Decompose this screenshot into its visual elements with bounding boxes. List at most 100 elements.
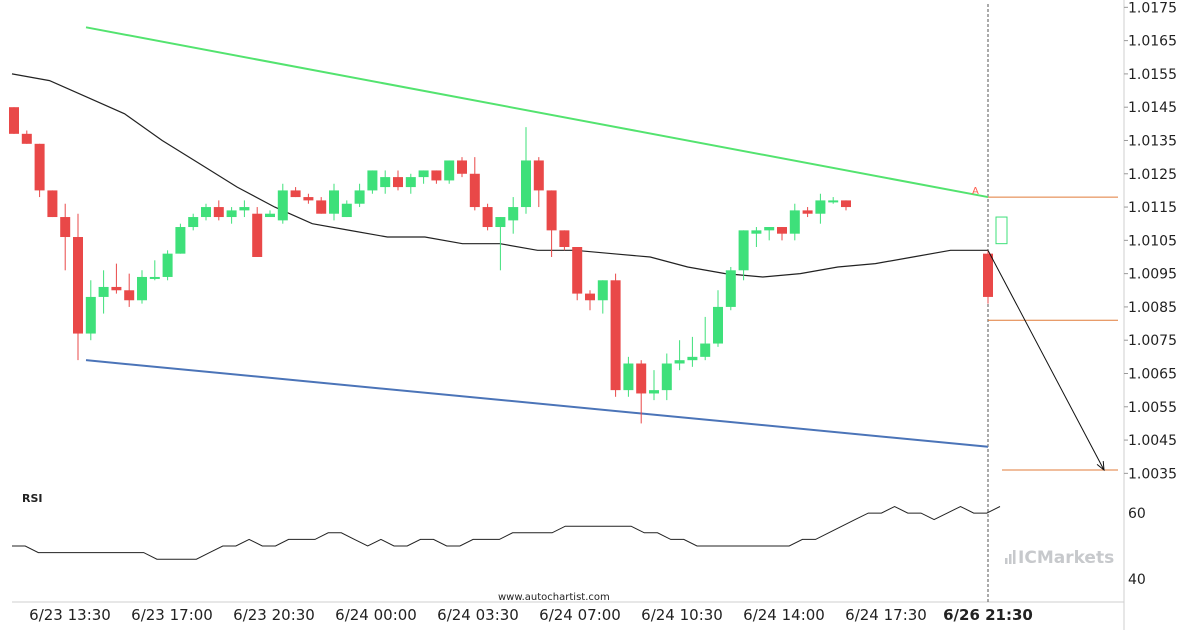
- candle-12: [162, 253, 173, 277]
- broker-logo: ICMarkets: [1005, 548, 1114, 568]
- candle-21: [277, 190, 288, 221]
- candle-52: [674, 360, 685, 364]
- candle-28: [367, 170, 378, 191]
- x-tick-7: 6/24 14:00: [743, 606, 825, 624]
- x-tick-0: 6/23 13:30: [29, 606, 111, 624]
- candle-60: [777, 227, 787, 234]
- forecast-candle: [995, 216, 1008, 245]
- y-tick-13: 1.0045: [1128, 433, 1177, 449]
- candle-55: [713, 306, 723, 344]
- candle-25: [329, 190, 339, 214]
- candle-5: [73, 237, 83, 334]
- x-tick-4: 6/24 03:30: [437, 606, 519, 624]
- candles: [9, 107, 1105, 472]
- rsi-line: [12, 505, 1001, 560]
- candle-39: [508, 207, 519, 221]
- candle-48: [623, 363, 634, 391]
- x-tick-1: 6/23 17:00: [131, 606, 213, 624]
- candle-36: [469, 173, 480, 208]
- candle-43: [559, 230, 570, 247]
- y-tick-1: 1.0165: [1128, 34, 1177, 50]
- candle-3: [47, 190, 58, 218]
- candle-57: [738, 230, 749, 271]
- y-tick-7: 1.0105: [1128, 233, 1177, 249]
- candle-29: [380, 177, 391, 188]
- candle-8: [111, 286, 122, 291]
- candle-27: [354, 190, 365, 204]
- candle-2: [34, 143, 45, 191]
- rsi-panel: 60 40: [12, 505, 1146, 588]
- candle-31: [405, 177, 416, 188]
- candle-62: [802, 210, 813, 214]
- x-tick-6: 6/24 10:30: [641, 606, 723, 624]
- candle-19: [252, 213, 263, 257]
- candle-13: [175, 227, 186, 254]
- candle-22: [290, 190, 301, 198]
- source-url[interactable]: www.autochartist.com: [498, 592, 610, 603]
- logo-text: ICMarkets: [1018, 548, 1114, 568]
- y-tick-9: 1.0085: [1128, 300, 1177, 316]
- candle-20: [265, 213, 275, 218]
- logo-wordmark: Markets: [1037, 548, 1114, 568]
- x-tick-9: 6/26 21:30: [943, 606, 1033, 624]
- y-tick-3: 1.0145: [1128, 100, 1177, 116]
- rsi-tick-1: 40: [1128, 572, 1146, 588]
- candle-61: [789, 210, 800, 234]
- candle-18: [239, 207, 250, 211]
- y-tick-5: 1.0125: [1128, 167, 1177, 183]
- candle-10: [137, 276, 147, 301]
- pattern-point-marker: A: [972, 186, 979, 197]
- candle-0: [9, 107, 19, 134]
- candle-32: [418, 170, 429, 178]
- x-tick-5: 6/24 07:00: [539, 606, 621, 624]
- logo-bars-icon: [1005, 550, 1016, 564]
- candle-54: [700, 343, 711, 357]
- logo-prefix: IC: [1018, 548, 1037, 568]
- candle-24: [316, 200, 327, 214]
- y-tick-8: 1.0095: [1128, 267, 1177, 283]
- candle-47: [610, 280, 621, 391]
- candle-44: [572, 247, 583, 294]
- support-line-0: [85, 359, 989, 448]
- y-tick-0: 1.0175: [1128, 0, 1177, 16]
- candle-49: [636, 363, 647, 394]
- y-tick-14: 1.0035: [1128, 466, 1177, 482]
- candle-35: [457, 160, 467, 174]
- candle-last: [983, 253, 993, 297]
- logo-bar-2: [1013, 550, 1016, 564]
- candle-41: [533, 160, 544, 191]
- candle-65: [841, 200, 851, 208]
- candle-53: [687, 356, 698, 361]
- candle-4: [60, 217, 71, 238]
- candle-16: [213, 207, 224, 218]
- candle-63: [815, 200, 826, 214]
- y-tick-6: 1.0115: [1128, 200, 1177, 216]
- y-tick-11: 1.0065: [1128, 366, 1177, 382]
- candle-6: [85, 296, 96, 334]
- y-tick-4: 1.0135: [1128, 133, 1177, 149]
- x-tick-3: 6/24 00:00: [335, 606, 417, 624]
- candle-30: [393, 177, 403, 188]
- candle-42: [546, 190, 557, 231]
- candle-56: [725, 270, 736, 307]
- candle-37: [482, 207, 493, 228]
- x-axis-ticks: 6/23 13:30 6/23 17:00 6/23 20:30 6/24 00:00…: [29, 606, 1033, 624]
- candle-26: [341, 203, 352, 218]
- candle-64: [828, 200, 839, 203]
- candle-17: [226, 210, 237, 218]
- candle-7: [98, 286, 109, 297]
- candle-51: [661, 363, 672, 391]
- y-tick-2: 1.0155: [1128, 67, 1177, 83]
- candle-58: [751, 230, 762, 234]
- candle-34: [444, 160, 455, 181]
- logo-bar-1: [1009, 554, 1012, 564]
- candle-46: [597, 280, 608, 301]
- candle-50: [649, 390, 659, 394]
- y-axis-ticks: 1.0175 1.0165 1.0155 1.0145 1.0135 1.0125 1.01…: [1124, 0, 1177, 482]
- candle-23: [303, 197, 314, 201]
- candle-45: [585, 293, 595, 301]
- x-tick-2: 6/23 20:30: [233, 606, 315, 624]
- x-tick-8: 6/24 17:30: [845, 606, 927, 624]
